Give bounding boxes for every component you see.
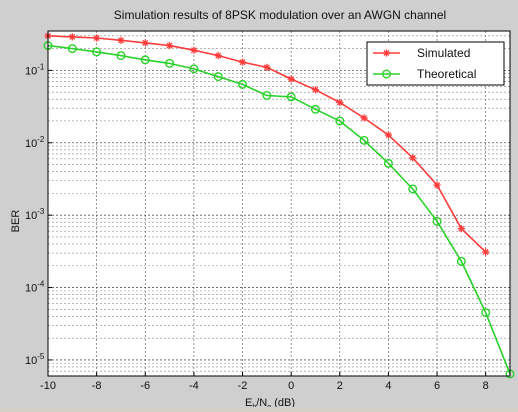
data-point-simulated xyxy=(214,52,222,60)
data-point-theoretical xyxy=(189,64,199,74)
data-point-simulated xyxy=(311,86,320,94)
data-point-theoretical xyxy=(116,51,126,61)
y-tick-label-base: 10 xyxy=(25,65,37,77)
y-tick-label: 10-5 xyxy=(25,352,45,367)
x-tick-label: 2 xyxy=(337,380,343,392)
tick-layer: -10 -8 -6 -4 -2 0 2 4 6 810-110-210-310-410-5 xyxy=(25,62,489,392)
data-point-simulated xyxy=(263,63,271,71)
data-point-simulated xyxy=(117,36,125,44)
data-point-theoretical xyxy=(383,158,393,168)
x-axis-label-n: /N xyxy=(256,397,267,407)
data-point-theoretical xyxy=(408,184,418,194)
data-point-simulated xyxy=(409,154,417,162)
data-point-theoretical xyxy=(481,308,491,318)
y-tick-label-exponent: -3 xyxy=(37,207,45,216)
data-point-theoretical xyxy=(213,72,223,82)
data-point-theoretical xyxy=(262,90,272,100)
data-point-simulated xyxy=(190,46,198,54)
y-tick-label-exponent: -1 xyxy=(37,62,45,71)
data-point-theoretical xyxy=(165,58,175,68)
y-tick-label-base: 10 xyxy=(25,355,37,367)
series-layer xyxy=(43,32,515,379)
data-point-simulated xyxy=(68,33,76,41)
y-tick-label-exponent: -5 xyxy=(37,352,45,361)
legend-label-theoretical: Theoretical xyxy=(417,67,476,81)
data-point-theoretical xyxy=(140,55,150,65)
y-tick-label: 10-3 xyxy=(25,207,45,222)
plot-border xyxy=(47,30,511,377)
plot-area xyxy=(48,31,510,376)
x-tick-label: -10 xyxy=(40,380,56,392)
data-point-simulated xyxy=(433,181,441,189)
x-tick-label: 6 xyxy=(434,380,440,392)
data-point-simulated xyxy=(457,225,465,233)
chart-legend: Simulated Theoretical xyxy=(366,41,505,86)
x-tick-label: 8 xyxy=(483,380,489,392)
y-tick-label-exponent: -2 xyxy=(37,135,45,144)
legend-marker-theoretical xyxy=(382,69,392,79)
x-tick-label: -8 xyxy=(92,380,102,392)
x-axis-label-unit: (dB) xyxy=(271,397,295,407)
data-point-simulated xyxy=(287,75,295,83)
legend-star-simulated xyxy=(382,49,391,57)
data-point-theoretical xyxy=(456,256,466,266)
data-point-theoretical xyxy=(92,47,102,57)
y-tick-label-base: 10 xyxy=(25,210,37,222)
data-point-simulated xyxy=(165,41,174,50)
data-point-theoretical xyxy=(238,79,248,89)
x-tick-label: -6 xyxy=(140,380,150,392)
data-point-simulated xyxy=(336,98,344,107)
legend-label-simulated: Simulated xyxy=(417,46,470,60)
data-point-simulated xyxy=(141,39,149,47)
legend-marker-simulated xyxy=(382,49,391,57)
x-axis-label-e: E xyxy=(245,397,252,407)
x-tick-label: 4 xyxy=(385,380,391,392)
data-point-theoretical xyxy=(286,92,296,102)
data-point-theoretical xyxy=(359,135,369,145)
y-axis-label: BER xyxy=(10,210,22,233)
y-tick-label: 10-2 xyxy=(25,135,45,150)
x-tick-label: -4 xyxy=(189,380,199,392)
data-point-theoretical xyxy=(432,216,442,226)
data-point-simulated xyxy=(360,114,368,122)
data-point-simulated xyxy=(384,131,393,139)
y-tick-label-exponent: -4 xyxy=(37,280,45,289)
legend-box xyxy=(366,41,505,86)
chart-title: Simulation results of 8PSK modulation ov… xyxy=(114,8,446,22)
y-tick-label-base: 10 xyxy=(25,138,37,150)
y-tick-label-base: 10 xyxy=(25,283,37,295)
data-point-theoretical xyxy=(67,44,77,54)
data-point-simulated xyxy=(238,58,247,66)
data-point-theoretical xyxy=(310,104,320,114)
x-tick-label: 0 xyxy=(288,380,294,392)
data-point-simulated xyxy=(93,34,101,42)
y-tick-label: 10-4 xyxy=(25,280,45,295)
y-tick-label: 10-1 xyxy=(25,62,45,77)
data-point-theoretical xyxy=(335,116,345,126)
x-tick-label: -2 xyxy=(238,380,248,392)
data-point-simulated xyxy=(482,248,490,256)
